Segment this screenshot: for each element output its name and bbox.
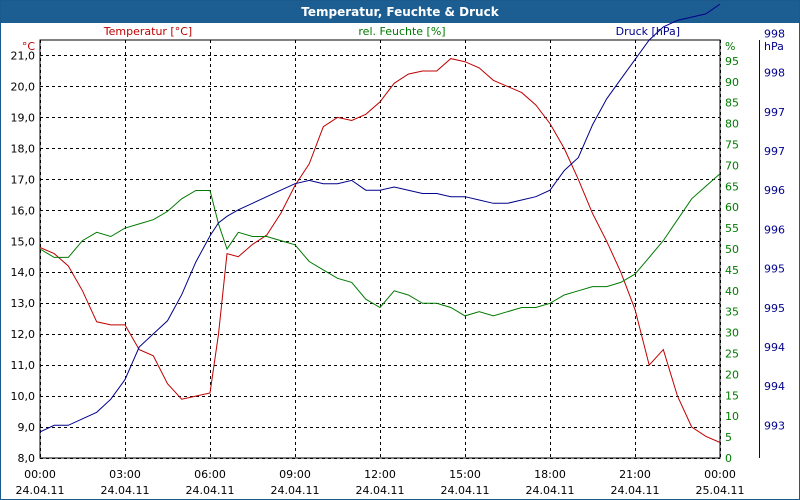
time-tick-label: 00:00 <box>24 468 56 481</box>
legend-item: rel. Feuchte [%] <box>358 25 445 38</box>
pressure-tick-label: 995 <box>764 263 785 276</box>
pressure-tick-label: 994 <box>764 341 785 354</box>
humidity-tick-label: 55 <box>725 222 739 235</box>
date-tick-label: 24.04.11 <box>16 484 65 497</box>
temperature-tick-label: 16,0 <box>11 204 36 217</box>
humidity-tick-label: 10 <box>725 410 739 423</box>
humidity-tick-label: 65 <box>725 180 739 193</box>
humidity-tick-label: 45 <box>725 264 739 277</box>
humidity-tick-label: 80 <box>725 118 739 131</box>
pressure-tick-label: 998 <box>764 67 785 80</box>
date-tick-label: 24.04.11 <box>356 484 405 497</box>
humidity-tick-label: 35 <box>725 306 739 319</box>
time-axis: 00:00 24.04.11 03:00 24.04.11 06:00 24.04.11 0… <box>16 468 745 497</box>
temperature-tick-label: 14,0 <box>11 266 36 279</box>
humidity-tick-label: 95 <box>725 55 739 68</box>
date-tick-label: 24.04.11 <box>441 484 490 497</box>
humidity-tick-label: 0 <box>725 452 732 465</box>
legend-item: Temperatur [°C] <box>103 25 192 38</box>
temperature-tick-label: 12,0 <box>11 328 36 341</box>
humidity-tick-label: 40 <box>725 285 739 298</box>
date-tick-label: 24.04.11 <box>271 484 320 497</box>
humidity-tick-label: 70 <box>725 159 739 172</box>
temperature-tick-label: 18,0 <box>11 142 36 155</box>
temperature-unit: °C <box>22 40 36 53</box>
temperature-tick-label: 11,0 <box>11 359 36 372</box>
legend-item: Druck [hPa] <box>616 25 680 38</box>
pressure-line <box>39 3 721 433</box>
humidity-tick-label: 85 <box>725 97 739 110</box>
grid <box>40 40 721 459</box>
time-tick-label: 15:00 <box>449 468 481 481</box>
time-tick-label: 00:00 <box>704 468 736 481</box>
humidity-line <box>39 173 721 317</box>
legend: Temperatur [°C] rel. Feuchte [%] Druck [hP… <box>103 25 680 38</box>
time-tick-label: 12:00 <box>364 468 396 481</box>
temperature-tick-label: 20,0 <box>11 80 36 93</box>
date-tick-label: 25.04.11 <box>696 484 745 497</box>
time-tick-label: 18:00 <box>534 468 566 481</box>
temperature-line <box>39 58 721 443</box>
humidity-tick-label: 60 <box>725 201 739 214</box>
humidity-tick-label: 30 <box>725 327 739 340</box>
humidity-tick-label: 50 <box>725 243 739 256</box>
humidity-tick-label: 15 <box>725 389 739 402</box>
temperature-tick-label: 15,0 <box>11 235 36 248</box>
time-tick-label: 06:00 <box>194 468 226 481</box>
temperature-tick-label: 17,0 <box>11 173 36 186</box>
time-tick-label: 03:00 <box>109 468 141 481</box>
humidity-tick-label: 20 <box>725 368 739 381</box>
pressure-unit: hPa <box>764 40 784 53</box>
humidity-unit: % <box>725 40 735 53</box>
temperature-tick-label: 19,0 <box>11 111 36 124</box>
window-title: Temperatur, Feuchte & Druck <box>1 1 799 23</box>
humidity-axis: 0 5 10 15 20 25 30 35 40 45 50 55 60 65 70 75 80 85 90 95% <box>725 40 739 465</box>
humidity-tick-label: 25 <box>725 348 739 361</box>
time-tick-label: 21:00 <box>619 468 651 481</box>
humidity-tick-label: 90 <box>725 76 739 89</box>
series-group <box>39 3 721 443</box>
pressure-tick-label: 996 <box>764 223 785 236</box>
time-tick-label: 09:00 <box>279 468 311 481</box>
temperature-tick-label: 8,0 <box>18 452 36 465</box>
pressure-tick-label: 996 <box>764 184 785 197</box>
date-tick-label: 24.04.11 <box>101 484 150 497</box>
temperature-tick-label: 9,0 <box>18 421 36 434</box>
pressure-tick-label: 994 <box>764 380 785 393</box>
temperature-axis: 8,0 9,0 10,0 11,0 12,0 13,0 14,0 15,0 16,0 17,0 18… <box>11 40 36 465</box>
pressure-tick-label: 997 <box>764 106 785 119</box>
humidity-tick-label: 5 <box>725 431 732 444</box>
temperature-tick-label: 21,0 <box>11 49 36 62</box>
temperature-tick-label: 10,0 <box>11 390 36 403</box>
humidity-tick-label: 75 <box>725 139 739 152</box>
pressure-tick-label: 993 <box>764 419 785 432</box>
pressure-tick-label: 998 <box>764 27 785 40</box>
pressure-tick-label: 997 <box>764 145 785 158</box>
date-tick-label: 24.04.11 <box>526 484 575 497</box>
temperature-tick-label: 13,0 <box>11 297 36 310</box>
pressure-tick-label: 995 <box>764 302 785 315</box>
date-tick-label: 24.04.11 <box>186 484 235 497</box>
date-tick-label: 24.04.11 <box>611 484 660 497</box>
